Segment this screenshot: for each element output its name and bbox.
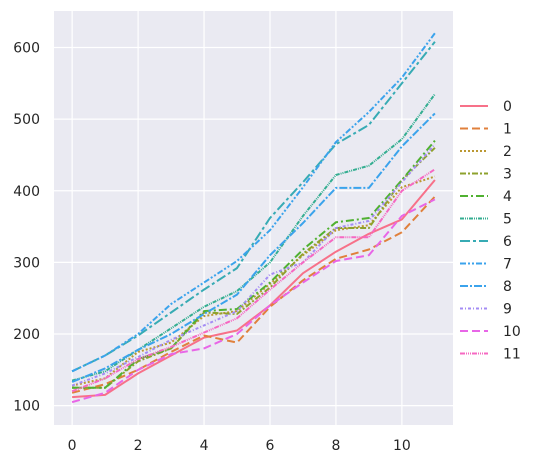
legend-label-4: 4: [503, 189, 512, 205]
y-tick-label: 100: [13, 399, 40, 415]
legend-label-10: 10: [503, 324, 521, 340]
legend-label-11: 11: [503, 347, 521, 363]
legend-label-6: 6: [503, 234, 512, 250]
legend-label-1: 1: [503, 122, 512, 138]
y-tick-label: 400: [13, 184, 40, 200]
series-line-3: [72, 147, 436, 389]
legend-label-2: 2: [503, 144, 512, 160]
series-line-2: [71, 175, 436, 387]
x-tick-label: 0: [68, 438, 77, 454]
legend-label-9: 9: [503, 302, 512, 318]
y-tick-label: 500: [13, 112, 40, 128]
legend: 0 1 2 3 4 5 6 7 8 9 10 11: [460, 99, 521, 363]
series-line-6: [71, 41, 436, 373]
series-line-5: [71, 93, 436, 382]
axis-tick-labels: 0 2 4 6 8 10 100 200 300 400 500 600: [13, 41, 411, 454]
series-line-1: [71, 195, 436, 394]
x-tick-label: 2: [134, 438, 143, 454]
x-tick-label: 6: [266, 438, 275, 454]
series-line-10: [71, 198, 436, 404]
x-tick-label: 10: [393, 438, 411, 454]
series-line-0: [72, 179, 436, 399]
series-line-9: [71, 143, 436, 387]
series-line-4: [72, 139, 436, 389]
y-tick-label: 200: [13, 327, 40, 343]
series-line-11: [71, 168, 436, 393]
x-tick-label: 4: [200, 438, 209, 454]
grid-lines: [54, 11, 453, 425]
series-line-8: [71, 112, 436, 383]
x-tick-label: 8: [331, 438, 340, 454]
y-tick-label: 600: [13, 41, 40, 57]
legend-label-0: 0: [503, 99, 512, 115]
legend-label-7: 7: [503, 257, 512, 273]
legend-label-8: 8: [503, 279, 512, 295]
legend-label-5: 5: [503, 212, 512, 228]
series-line-7: [71, 32, 436, 373]
plot-background: [54, 11, 453, 425]
series-lines: [71, 32, 436, 404]
legend-label-3: 3: [503, 167, 512, 183]
y-tick-label: 300: [13, 255, 40, 271]
